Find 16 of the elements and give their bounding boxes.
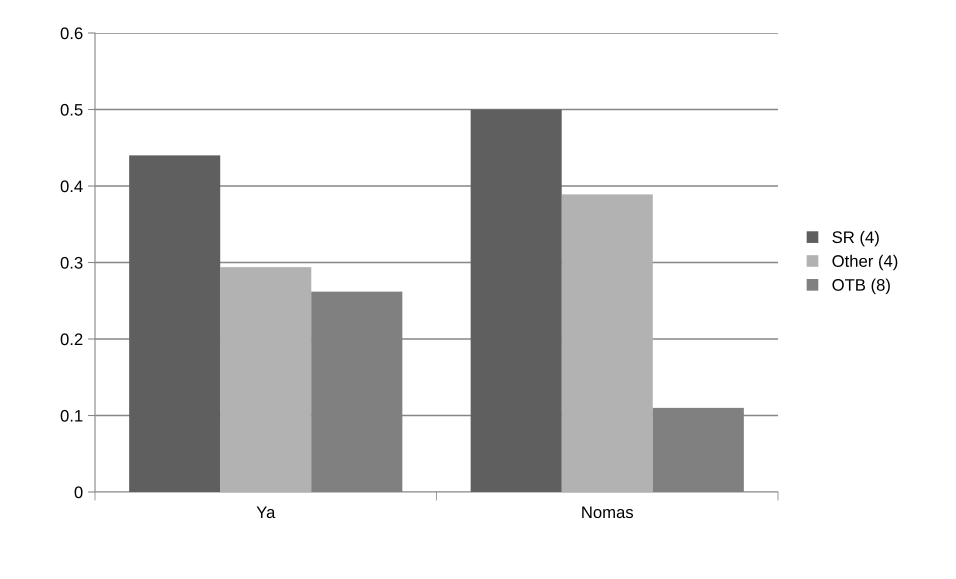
- bar: [562, 194, 653, 492]
- legend-label: Other (4): [832, 254, 898, 270]
- y-tick-label: 0.5: [60, 104, 82, 116]
- bar: [220, 267, 312, 492]
- x-tick-label: Nomas: [582, 506, 634, 518]
- y-tick-label: 0.2: [60, 333, 82, 346]
- y-tick-label: 0.4: [60, 180, 83, 192]
- legend-label: OTB (8): [832, 278, 890, 294]
- bar: [470, 110, 562, 492]
- x-tick-label: Ya: [256, 506, 276, 518]
- y-tick-label: 0: [74, 486, 83, 498]
- y-tick-label: 0.6: [60, 27, 82, 40]
- y-tick-label: 0.3: [60, 256, 82, 269]
- bar: [129, 155, 220, 492]
- legend-label: SR (4): [832, 230, 879, 246]
- y-tick-label: 0.1: [60, 410, 82, 422]
